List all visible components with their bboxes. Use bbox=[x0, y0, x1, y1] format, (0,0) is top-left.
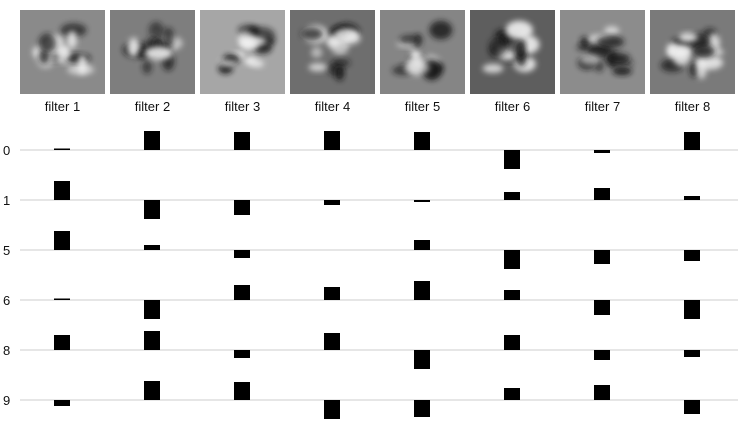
bar bbox=[594, 250, 610, 264]
row-labels: 0 1 5 6 8 9 bbox=[3, 143, 10, 408]
row-label: 5 bbox=[3, 243, 10, 258]
bar bbox=[324, 131, 340, 150]
bar bbox=[54, 181, 70, 200]
bar bbox=[684, 196, 700, 200]
bar bbox=[144, 200, 160, 219]
filter-image bbox=[470, 10, 555, 94]
bar bbox=[234, 285, 250, 300]
filter-label: filter 6 bbox=[494, 99, 531, 114]
bar bbox=[144, 131, 160, 150]
bar bbox=[684, 400, 700, 414]
bar bbox=[234, 350, 250, 358]
filter-image bbox=[290, 10, 375, 94]
filter-label: filter 4 bbox=[314, 99, 351, 114]
bar bbox=[504, 388, 520, 400]
bar bbox=[414, 200, 430, 202]
bar bbox=[324, 333, 340, 350]
filter-image bbox=[20, 10, 105, 94]
bar bbox=[504, 250, 520, 269]
bar bbox=[594, 385, 610, 400]
bar bbox=[504, 150, 520, 169]
row-label: 0 bbox=[3, 143, 10, 158]
bar bbox=[684, 250, 700, 261]
bar bbox=[234, 132, 250, 150]
bar bbox=[324, 400, 340, 419]
bar bbox=[594, 150, 610, 153]
filter-image bbox=[560, 10, 645, 94]
bar bbox=[414, 132, 430, 150]
filter-image bbox=[200, 10, 285, 94]
bar bbox=[54, 298, 70, 300]
filter-label: filter 1 bbox=[44, 99, 81, 114]
bar bbox=[54, 148, 70, 150]
row-label: 8 bbox=[3, 343, 10, 358]
bar bbox=[414, 400, 430, 417]
bar bbox=[54, 335, 70, 350]
filter-label: filter 3 bbox=[224, 99, 261, 114]
bar bbox=[504, 290, 520, 300]
row-label: 1 bbox=[3, 193, 10, 208]
filter-label: filter 5 bbox=[404, 99, 441, 114]
filter-image bbox=[110, 10, 195, 94]
bar bbox=[234, 200, 250, 215]
bar bbox=[54, 400, 70, 406]
bar bbox=[414, 350, 430, 369]
bar bbox=[144, 300, 160, 319]
bar bbox=[234, 250, 250, 258]
filter-image bbox=[650, 10, 735, 94]
bar bbox=[594, 188, 610, 200]
gridlines bbox=[20, 149, 738, 401]
filter-image bbox=[380, 10, 465, 94]
bar bbox=[414, 281, 430, 300]
bar bbox=[684, 132, 700, 150]
bar bbox=[594, 350, 610, 360]
bar bbox=[324, 200, 340, 205]
filter-label: filter 2 bbox=[134, 99, 171, 114]
bar bbox=[684, 300, 700, 319]
bar bbox=[684, 350, 700, 357]
bar bbox=[504, 335, 520, 350]
filter-label: filter 7 bbox=[584, 99, 621, 114]
bar bbox=[594, 300, 610, 315]
row-label: 6 bbox=[3, 293, 10, 308]
filter-label: filter 8 bbox=[674, 99, 711, 114]
bar bbox=[144, 245, 160, 250]
bar bbox=[504, 192, 520, 200]
bar bbox=[324, 287, 340, 300]
bar bbox=[234, 382, 250, 400]
bar bbox=[144, 381, 160, 400]
row-label: 9 bbox=[3, 393, 10, 408]
bar bbox=[54, 231, 70, 250]
filter-thumbnails: filter 1 filter 2 filter 3 filter 4 filter 5… bbox=[0, 0, 745, 120]
bars bbox=[54, 131, 700, 419]
bar bbox=[144, 331, 160, 350]
bar bbox=[414, 240, 430, 250]
